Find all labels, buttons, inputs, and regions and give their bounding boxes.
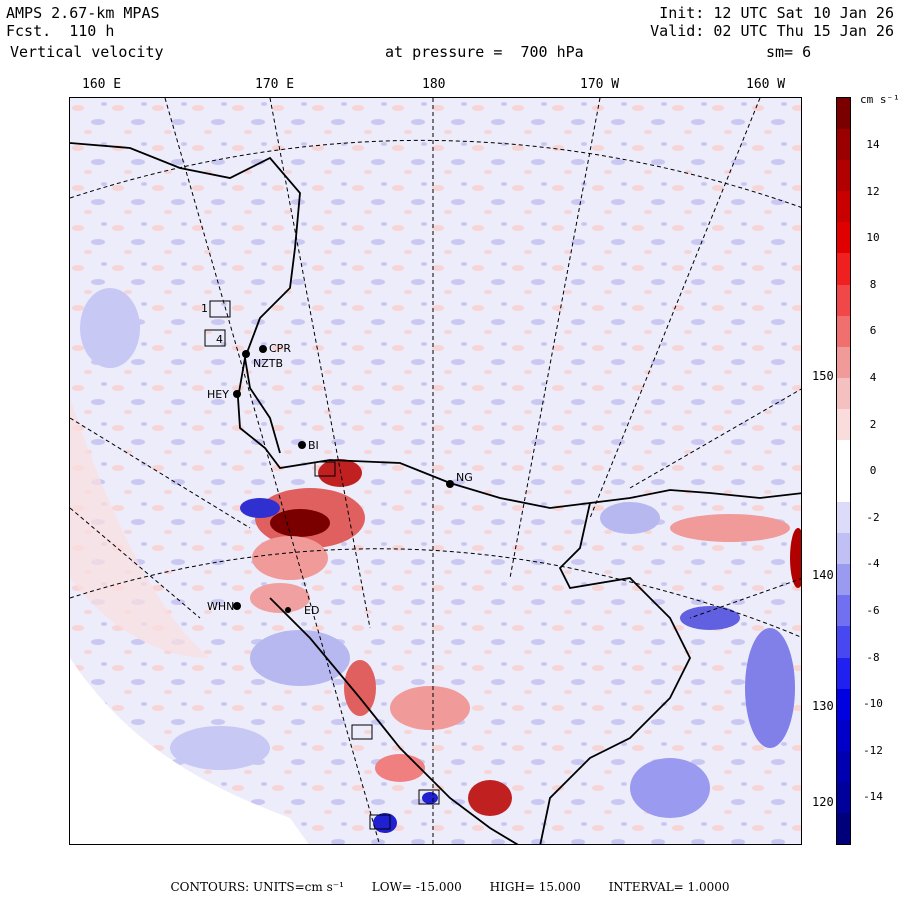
colorbar-tick-label: 14 [866,138,880,151]
pressure-level: at pressure = 700 hPa [385,43,584,61]
colorbar-tick-label: -8 [866,650,880,664]
colorbar-tick-label: 0 [869,464,877,478]
station-label-box1: 1 [201,302,208,315]
colorbar-segment [837,781,850,814]
station-label-box4: 4 [216,333,223,346]
colorbar-tick-label: -12 [863,743,883,757]
lon-label-160w: 160 W [746,77,786,92]
colorbar-segment [837,812,850,845]
colorbar-segment [837,191,850,223]
colorbar-segment [837,98,850,130]
lon-label-180: 180 [422,77,446,92]
colorbar-tick-label: 12 [866,184,880,198]
station-label-whn: WHN [207,600,235,613]
colorbar-segment [837,533,850,565]
station-label-ed: ED [304,604,320,617]
valid-time: Valid: 02 UTC Thu 15 Jan 26 [650,22,894,40]
coastal-convective-band [240,459,512,833]
station-label-cpr: CPR [269,342,291,355]
colorbar-segment [837,346,850,379]
colorbar-segment [837,688,850,721]
station-label-nztb: NZTB [253,357,284,370]
lon-label-160e: 160 E [82,77,122,92]
contour-info: CONTOURS: UNITS=cm s⁻¹ LOW= -15.000 HIGH… [0,880,900,894]
forecast-hour: Fcst. 110 h [6,22,115,40]
colorbar-segment [837,129,850,161]
contour-units: CONTOURS: UNITS=cm s⁻¹ [170,880,344,894]
vertical-velocity-field [70,98,801,844]
pink-region-west [70,398,210,658]
station-label-bi: BI [308,439,319,452]
colorbar-tick-label: -4 [866,557,880,571]
colorbar-unit: cm s⁻¹ [860,93,900,106]
colorbar-segment [837,160,850,192]
colorbar-segment [837,315,850,348]
colorbar-segment [837,377,850,410]
station-label-ng: NG [456,471,473,484]
colorbar-tick-label: 2 [869,417,877,431]
lon-label-170e: 170 E [255,77,295,92]
background-field [70,98,801,844]
colorbar [836,97,851,845]
subsidence-patches [80,288,801,818]
colorbar-tick-label: -6 [866,604,880,617]
colorbar-segment [837,439,850,472]
colorbar-segment [837,502,850,534]
colorbar-tick-label: -2 [866,510,880,524]
colorbar-segment [837,253,850,285]
lon-label-170w: 170 W [580,77,620,92]
contour-interval: INTERVAL= 1.0000 [608,880,730,894]
station-markers [204,300,454,830]
contour-high: HIGH= 15.000 [489,880,581,894]
colorbar-segment [837,595,850,627]
colorbar-tick-label: 10 [866,231,880,245]
colorbar-segment [837,408,850,441]
model-title: AMPS 2.67-km MPAS [6,4,160,22]
colorbar-tick-label: -14 [863,790,883,804]
station-label-hey: HEY [207,388,229,401]
colorbar-segment [837,471,850,503]
colorbar-segment [837,564,850,596]
colorbar-segment [837,750,850,783]
field-name: Vertical velocity [10,43,164,61]
colorbar-segment [837,657,850,690]
init-time: Init: 12 UTC Sat 10 Jan 26 [659,4,894,22]
colorbar-tick-label: 4 [869,371,877,384]
colorbar-segment [837,284,850,317]
colorbar-tick-label: 6 [869,324,877,338]
colorbar-tick-label: -10 [863,697,883,711]
neutral-region [70,658,309,844]
coastline [70,142,801,844]
colorbar-tick-label: 8 [869,277,877,291]
colorbar-segment [837,626,850,658]
smoothing-value: sm= 6 [766,43,812,61]
contour-low: LOW= -15.000 [371,880,462,894]
graticule [70,98,801,844]
colorbar-segment [837,222,850,254]
map-panel: 1 4 CPR NZTB HEY BI NG WHN ED [69,97,802,845]
colorbar-segment [837,719,850,752]
